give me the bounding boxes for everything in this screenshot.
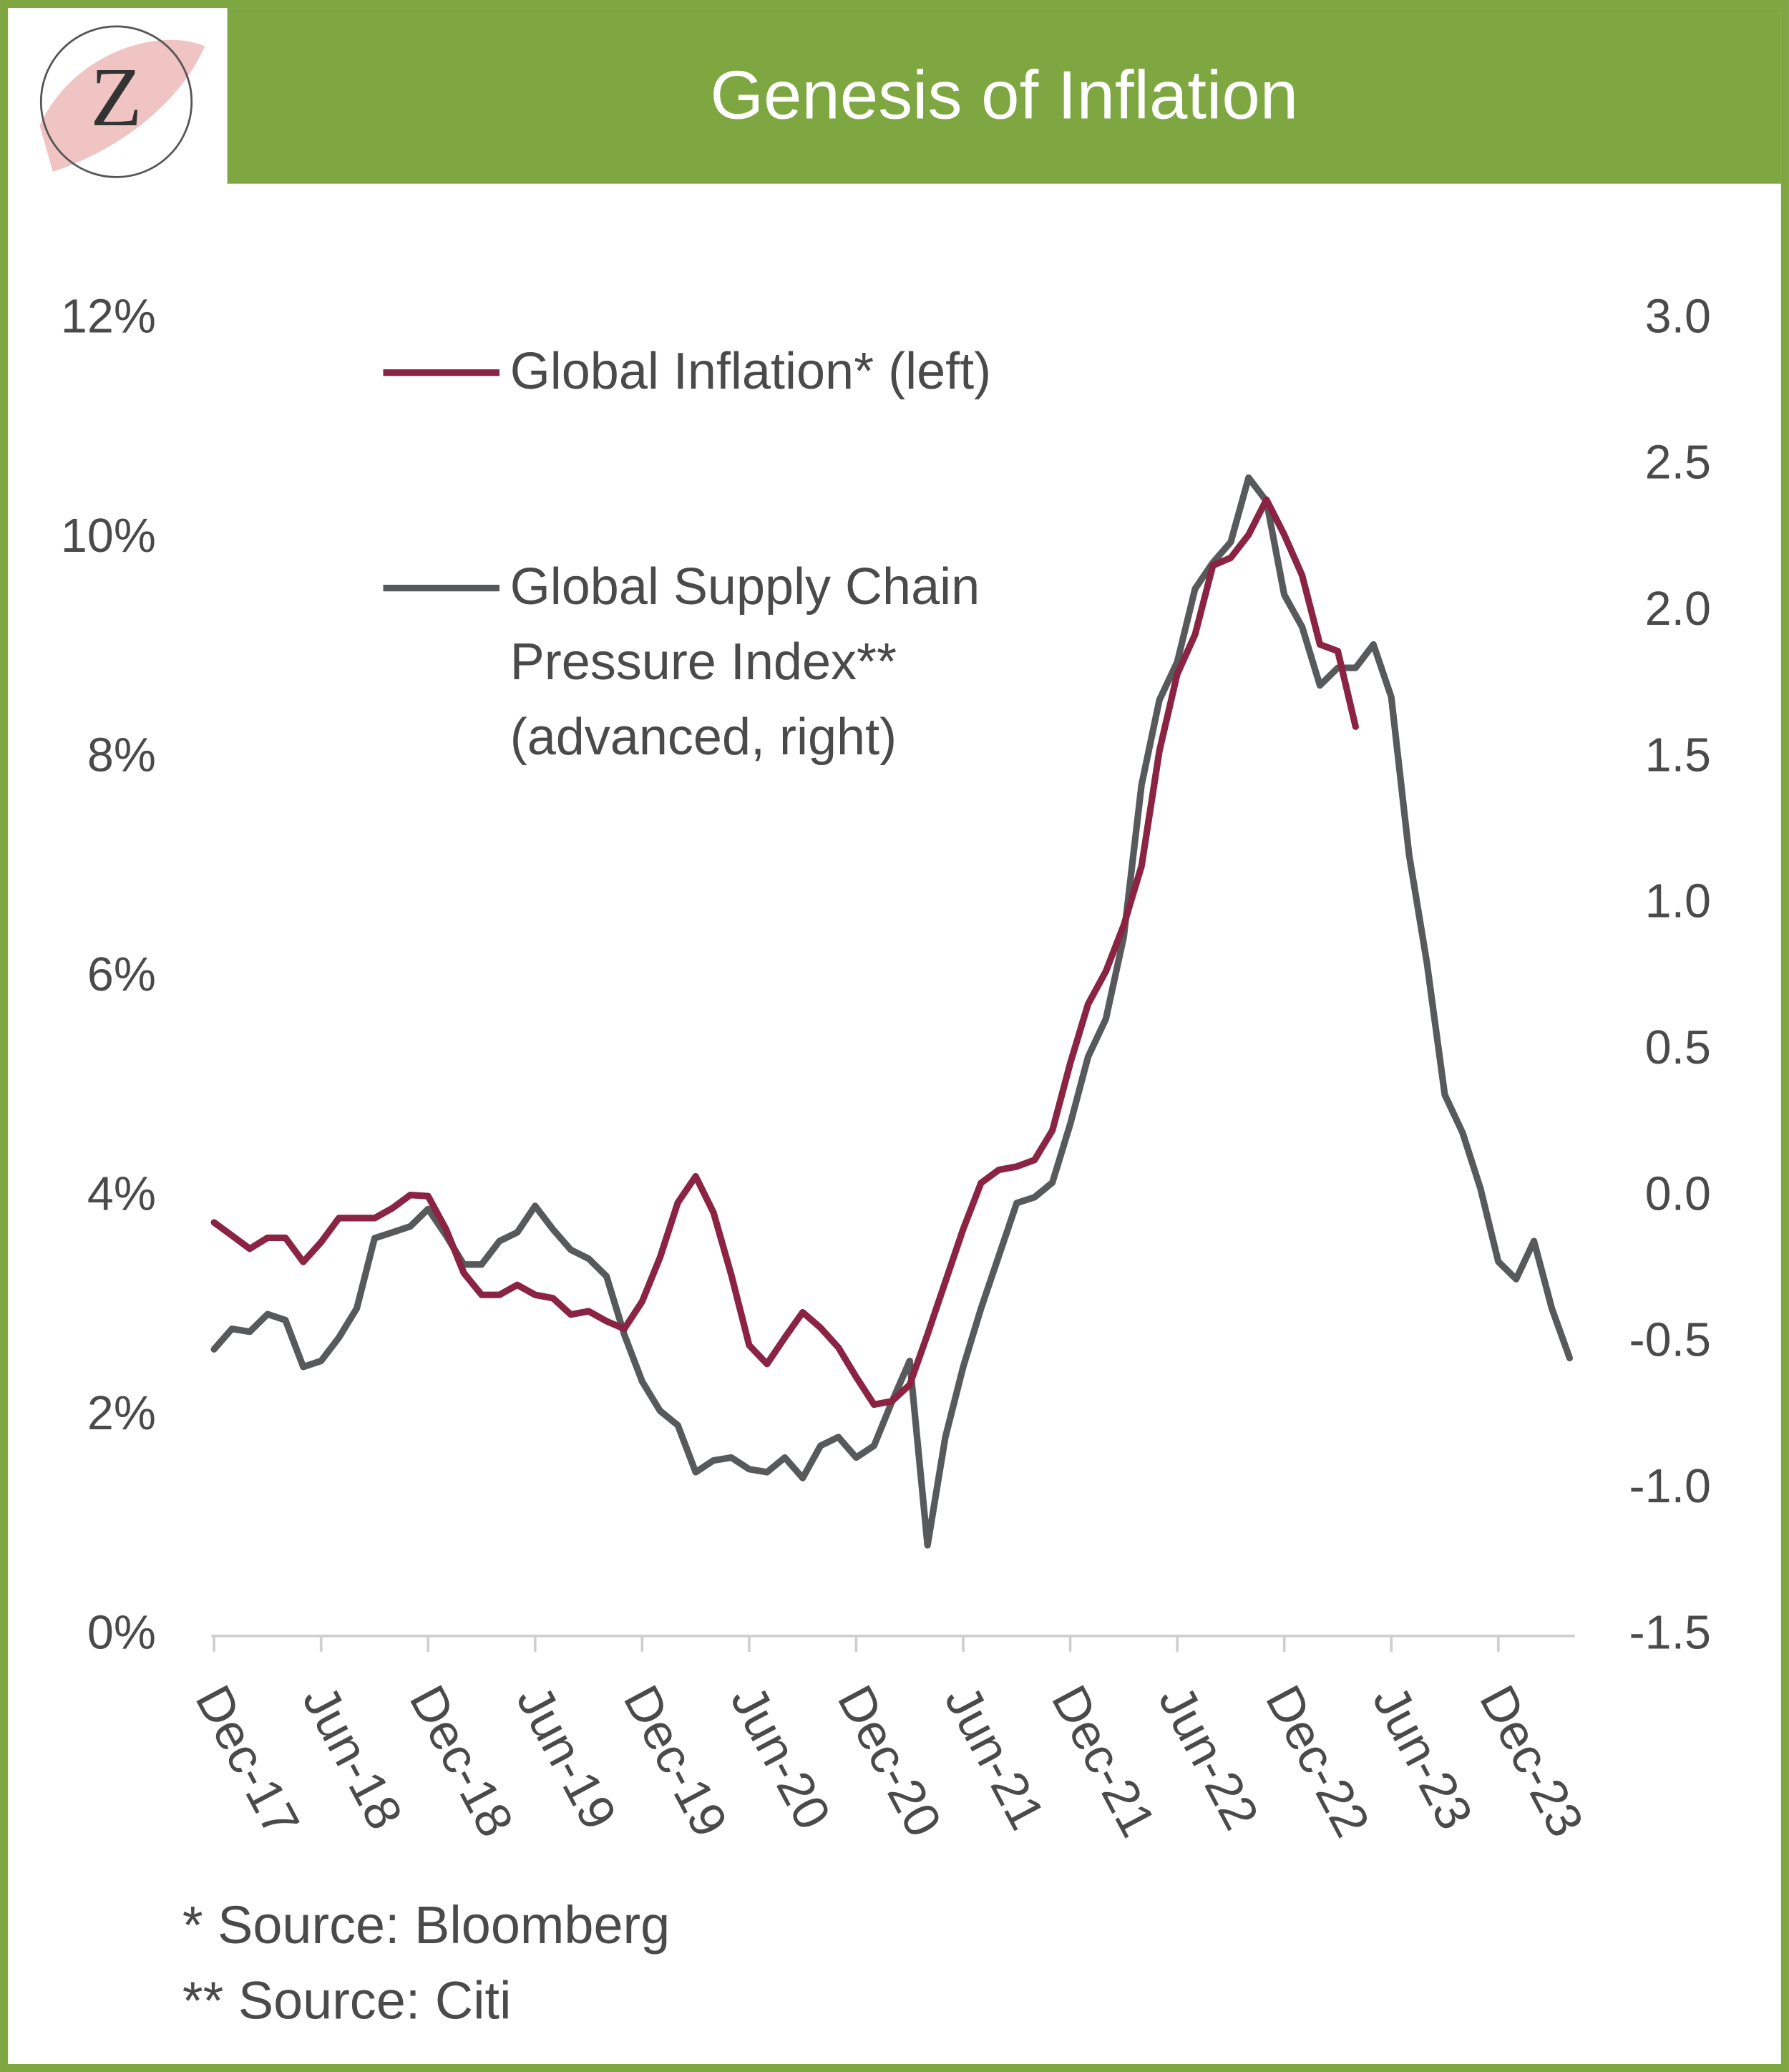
header-bar: [227, 8, 1781, 184]
logo-letter: Z: [90, 50, 142, 144]
y2-tick-label: 2.5: [1645, 437, 1711, 490]
chart-title: Genesis of Inflation: [710, 57, 1298, 134]
y2-tick-label: 0.0: [1645, 1167, 1711, 1220]
y2-tick-label: 1.0: [1645, 875, 1711, 928]
y2-tick-label: 1.5: [1645, 729, 1711, 782]
y-tick-label: 6%: [87, 948, 156, 1001]
legend-label: Global Inflation* (left): [510, 344, 992, 401]
y2-tick-label: 0.5: [1645, 1021, 1711, 1074]
y2-tick-label: -1.5: [1629, 1606, 1711, 1659]
y-tick-label: 0%: [87, 1606, 156, 1659]
y-tick-label: 12%: [61, 290, 156, 343]
y-tick-label: 2%: [87, 1387, 156, 1440]
series-line: [210, 496, 1359, 1409]
y-tick-label: 8%: [87, 729, 156, 782]
y2-tick-label: 3.0: [1645, 290, 1711, 343]
footnote: * Source: Bloomberg: [182, 1895, 670, 1955]
legend-entry: Global Supply Chain Pressure Index** (ad…: [510, 558, 980, 767]
legend-entry: Global Inflation* (left): [510, 344, 992, 401]
y-tick-label: 4%: [87, 1167, 156, 1220]
y2-tick-label: -0.5: [1629, 1314, 1711, 1367]
y2-tick-label: 2.0: [1645, 583, 1711, 636]
y-tick-label: 10%: [61, 510, 156, 563]
logo-circle: [39, 25, 193, 178]
logo-brush: [39, 39, 205, 172]
y2-tick-label: -1.0: [1629, 1460, 1711, 1513]
footnote: ** Source: Citi: [182, 1970, 512, 2030]
logo: Z: [39, 25, 205, 178]
legend-label: Global Supply Chain Pressure Index** (ad…: [510, 558, 980, 767]
